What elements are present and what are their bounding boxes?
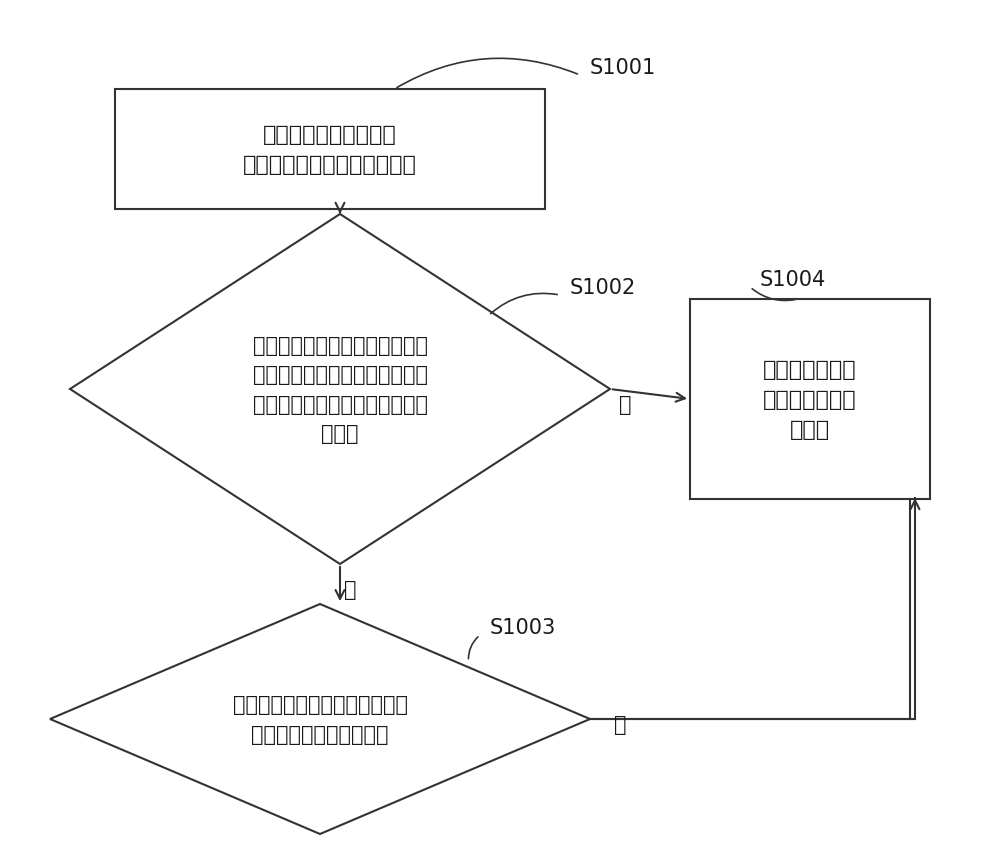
Text: S1002: S1002: [570, 278, 636, 298]
Bar: [690, 299, 930, 499]
Bar: [115, 90, 545, 210]
Text: 否: 否: [344, 579, 356, 600]
Polygon shape: [50, 604, 590, 834]
Text: 开放业务平台截取发往
网络设备的第一控制指令报文: 开放业务平台截取发往 网络设备的第一控制指令报文: [243, 125, 417, 175]
Text: 否: 否: [614, 714, 626, 734]
Text: S1001: S1001: [590, 58, 656, 78]
Text: S1004: S1004: [760, 270, 826, 290]
Text: S1003: S1003: [490, 618, 556, 637]
Text: 开放业务平台判断第一控制指令
报文对网络设备的控制是否与第
二控制指令报文对网络设备的控
制冲突: 开放业务平台判断第一控制指令 报文对网络设备的控制是否与第 二控制指令报文对网络…: [252, 335, 428, 444]
Text: 是: 是: [619, 395, 631, 415]
Polygon shape: [70, 215, 610, 565]
Text: 阻止第一控制指
令报文下发至网
络设备: 阻止第一控制指 令报文下发至网 络设备: [763, 360, 857, 439]
Text: 判断与所述第一控制指令报文相
对应的业务是否具有授权: 判断与所述第一控制指令报文相 对应的业务是否具有授权: [232, 694, 408, 744]
